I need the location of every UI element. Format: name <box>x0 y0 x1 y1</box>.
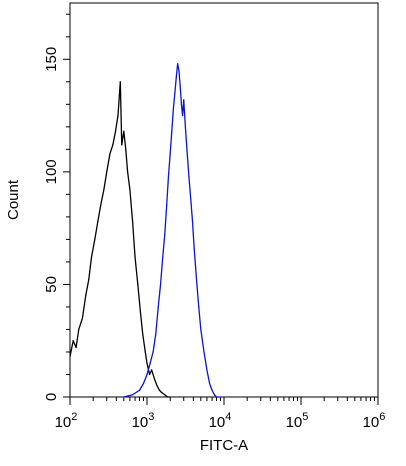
series-1-point <box>156 385 158 387</box>
series-2-point <box>195 279 198 281</box>
series-2-point <box>179 85 181 87</box>
series-1-point <box>142 333 144 335</box>
series-2-point <box>211 389 213 391</box>
series-1-point <box>119 81 121 83</box>
series-1-point <box>81 317 84 319</box>
y-tick-label: 150 <box>43 47 60 72</box>
series-2-point <box>219 396 222 398</box>
series-1-point <box>169 396 171 398</box>
series-2-point <box>172 108 174 110</box>
series-1-point <box>90 256 93 259</box>
x-axis-title: FITC-A <box>200 437 248 454</box>
series-1-point <box>144 351 146 353</box>
series-2-point <box>167 175 170 177</box>
series-1-point <box>112 144 114 146</box>
series-1-point <box>131 220 134 222</box>
series-2-point <box>149 362 151 364</box>
series-2-point <box>169 153 171 155</box>
series-1-point <box>69 355 71 358</box>
series-2-point <box>171 130 173 132</box>
series-1-point <box>114 130 117 132</box>
series-1-point <box>75 346 77 349</box>
series-2-point <box>191 220 194 222</box>
series-2-point <box>131 394 134 396</box>
series-1-point <box>146 362 148 364</box>
series-2-point <box>186 148 188 150</box>
series-2-point <box>198 306 200 308</box>
series-2-point <box>182 114 184 117</box>
series-1-point <box>94 238 96 240</box>
series-2-point <box>188 175 190 177</box>
series-1-point <box>106 171 108 173</box>
x-tick-label: 102 <box>55 411 78 431</box>
series-1-point <box>127 171 129 173</box>
x-tick-label: 103 <box>132 411 155 431</box>
series-1-point <box>148 373 151 376</box>
series-2-point <box>193 247 195 250</box>
series-2-point <box>213 394 215 396</box>
x-tick-label: 104 <box>209 411 232 431</box>
series-2-point <box>178 69 180 72</box>
series-2-point <box>152 351 154 353</box>
series-1-point <box>103 189 105 191</box>
series-1-point <box>164 394 166 396</box>
y-axis-title: Count <box>5 179 22 220</box>
series-2-point <box>142 382 145 385</box>
series-2-point <box>159 283 162 286</box>
series-1-point <box>121 144 123 146</box>
series-2-point <box>184 126 186 128</box>
series-2-point <box>208 382 211 385</box>
series-2-point <box>123 396 125 398</box>
series-1-point <box>161 391 163 394</box>
series-line-2 <box>123 63 221 398</box>
series-1-point <box>125 148 127 150</box>
series-1-point <box>151 369 153 371</box>
series-2-point <box>162 256 164 259</box>
series-1-point <box>134 256 136 259</box>
series-2-point <box>203 351 205 353</box>
series-2-point <box>180 103 183 105</box>
y-tick-label: 100 <box>43 159 60 184</box>
x-tick-label: 105 <box>286 411 309 431</box>
series-1-point <box>85 295 87 297</box>
x-tick-label: 106 <box>363 411 386 431</box>
series-line-1 <box>69 81 171 398</box>
series-2-point <box>206 369 208 371</box>
series-1-point <box>166 396 169 398</box>
series-2-point <box>175 76 177 78</box>
series-1-point <box>123 130 125 132</box>
series-2-point <box>174 92 176 94</box>
series-1-point <box>158 389 161 391</box>
series-1-point <box>117 114 119 117</box>
series-2-point <box>215 396 218 398</box>
series-2-point <box>166 205 168 207</box>
series-2-point <box>157 306 159 308</box>
series-2-point <box>138 389 141 391</box>
y-tick-label: 0 <box>43 393 60 401</box>
series-1-point <box>153 378 156 380</box>
series-2-point <box>164 234 166 236</box>
series-1-point <box>139 310 141 313</box>
series-1-point <box>78 328 80 331</box>
plot-frame <box>69 2 379 398</box>
series-1-point <box>129 189 131 191</box>
series-2-point <box>183 99 185 101</box>
series-1-point <box>72 340 74 342</box>
series-1-point <box>88 279 90 281</box>
y-tick-label: 50 <box>43 276 60 293</box>
series-2-point <box>200 328 202 331</box>
series-2-point <box>177 63 179 65</box>
series-1-point <box>97 220 99 222</box>
series-2-point <box>190 198 192 200</box>
series-1-point <box>137 283 139 286</box>
series-1-point <box>109 153 111 155</box>
series-1-point <box>100 205 102 207</box>
series-2-point <box>146 373 148 376</box>
series-2-point <box>155 333 157 335</box>
